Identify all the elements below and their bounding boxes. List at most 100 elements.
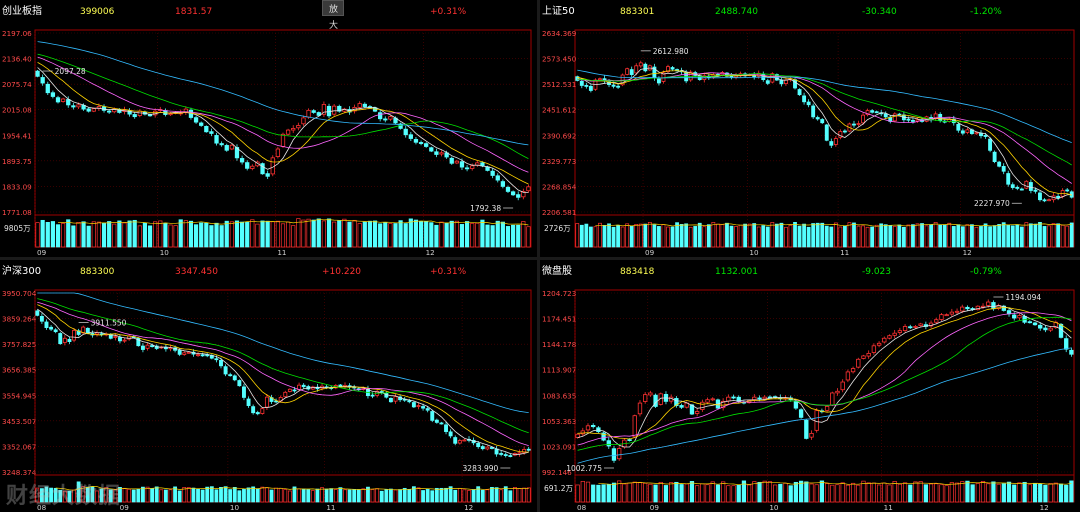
volume-bar (629, 225, 634, 248)
volume-bar (1069, 222, 1074, 248)
candle-up (229, 144, 235, 150)
volume-bar (439, 221, 444, 248)
volume-bar (637, 481, 643, 503)
y-tick-label: 2197.06 (2, 29, 32, 38)
candle-down (316, 112, 321, 116)
candle-down (480, 446, 485, 450)
volume-bar (835, 484, 840, 503)
volume-bar (255, 488, 260, 503)
volume-bar (611, 226, 616, 248)
volume-bar (729, 225, 734, 248)
chart-panel-883418[interactable]: 微盘股 883418 1132.001 -9.023 -0.79% 1204.723 117… (540, 260, 1080, 512)
volume-bar (1064, 484, 1069, 503)
volume-bar (270, 221, 275, 248)
volume-bar (495, 220, 500, 248)
candle-down (260, 163, 265, 175)
volume-bar (815, 222, 820, 248)
candle-down (500, 181, 506, 187)
volume-bar (250, 219, 255, 248)
ma5-line (37, 308, 529, 456)
volume-bar (829, 226, 834, 248)
ma5-line (577, 305, 1072, 448)
volume-bar (332, 221, 337, 248)
volume-bar (398, 489, 403, 503)
volume-bar (970, 484, 975, 503)
volume-bar (480, 219, 485, 248)
chart-frame (574, 289, 1075, 503)
candles (35, 309, 531, 458)
volume-bar (384, 489, 389, 503)
volume-bar (1024, 222, 1029, 248)
volume-bar (666, 226, 670, 248)
volume-bar (219, 225, 224, 248)
candle-down (326, 105, 332, 117)
volume-ma-line (595, 223, 1072, 227)
volume-bar (366, 486, 370, 503)
volume-bar (778, 483, 783, 503)
volume-bar (275, 220, 280, 248)
volume-bar (908, 484, 913, 503)
volume-bar (383, 222, 388, 248)
volume-bar (485, 224, 490, 248)
volume-bar (797, 225, 802, 248)
candle-up (705, 399, 710, 403)
volume-bar (320, 487, 324, 503)
candle-down (656, 78, 661, 84)
ma20-line (37, 56, 529, 173)
candle-up (840, 381, 845, 391)
y-tick-label: 3352.067 (2, 442, 36, 451)
candle-down (245, 162, 250, 169)
volume-bar (403, 223, 408, 248)
volume-bar (752, 481, 757, 503)
volume-bar (675, 222, 679, 248)
volume-bar (820, 222, 825, 248)
volume-bar (480, 489, 485, 503)
volume-bar (602, 225, 607, 248)
volume-bar (407, 489, 412, 503)
candle-up (598, 78, 602, 81)
volume-bar (39, 488, 44, 503)
chart-panel-883300[interactable]: 沪深300 883300 3347.450 +10.220 +0.31% 3950.704… (0, 260, 537, 512)
candle-down (434, 419, 439, 423)
volume-bar (793, 222, 797, 248)
candle-down (459, 161, 465, 168)
candle-up (954, 310, 960, 313)
candle-down (601, 432, 606, 441)
volume-bar (830, 484, 835, 503)
volume-bar (992, 225, 997, 248)
volume-bar (634, 224, 639, 248)
volume-bar (819, 480, 825, 503)
index-change: -30.340 (862, 7, 897, 17)
candle-down (362, 103, 367, 107)
y-tick-label: 1113.907 (542, 366, 576, 375)
y-tick-label: 3453.507 (2, 417, 36, 426)
volume-bar (773, 484, 778, 503)
volume-bar (356, 489, 361, 503)
volume-bar (274, 487, 279, 503)
volume-bar (67, 490, 72, 503)
candle-up (280, 133, 286, 147)
chart-panel-883301[interactable]: 上证50 883301 2488.740 -30.340 -1.20% 2634.369 2… (540, 0, 1080, 257)
volume-bar (956, 224, 961, 248)
candle-up (974, 132, 979, 135)
index-name: 微盘股 (542, 264, 572, 277)
candle-up (72, 329, 76, 341)
candle-down (430, 411, 435, 421)
candle-down (729, 75, 734, 78)
volume-bar (96, 221, 102, 248)
candle-down (960, 130, 965, 134)
y-tick-label: 1893.75 (2, 157, 32, 166)
volume-bar (245, 221, 250, 248)
chart-panel-399006[interactable]: 创业板指 399006 1831.57 +0.31% 2197.06 2136.40 207… (0, 0, 537, 257)
candle-down (797, 89, 802, 96)
volume-bar (625, 223, 630, 248)
volume-bar (949, 482, 954, 503)
candle-down (425, 408, 430, 411)
volume-bar (292, 486, 297, 503)
candle-down (413, 139, 419, 143)
volume-bar (72, 489, 76, 503)
volume-bar (702, 226, 707, 248)
zoom-button[interactable]: 放大 (322, 0, 344, 31)
volume-bar (378, 223, 383, 248)
candle-up (521, 191, 526, 198)
